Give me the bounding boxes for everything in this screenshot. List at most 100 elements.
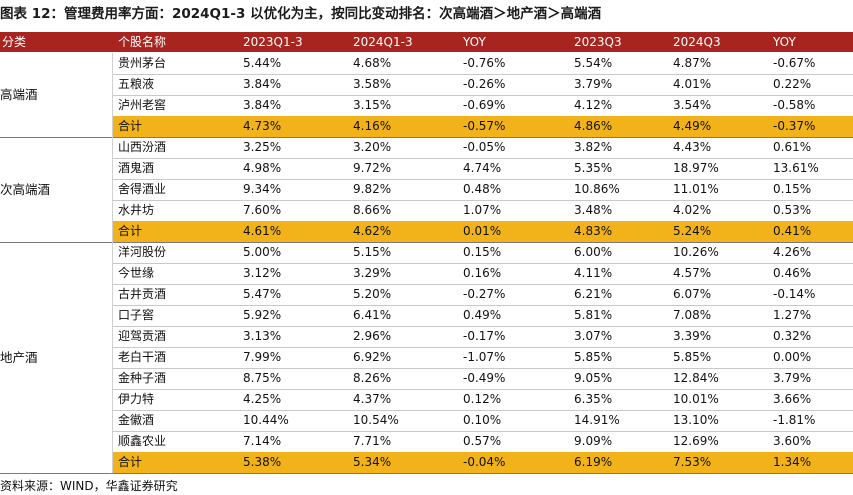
cell-val-2024q3: 11.01% [673, 182, 719, 196]
cell-yoy-q1-3: 4.74% [463, 161, 502, 175]
cell-yoy-q1-3: -0.26% [463, 77, 506, 91]
cell-yoy-q3: 0.61% [773, 140, 812, 154]
cell-yoy-q3: -1.81% [773, 413, 816, 427]
cell-stock-name: 口子窖 [118, 308, 155, 322]
cell-yoy-q3: -0.58% [773, 98, 816, 112]
cell-yoy-q3: -0.14% [773, 287, 816, 301]
total-val-2023q1-3: 4.61% [243, 224, 282, 238]
cell-yoy-q3: 3.79% [773, 371, 812, 385]
cell-val-2023q1-3: 3.13% [243, 329, 282, 343]
cell-yoy-q3: 4.26% [773, 245, 812, 259]
cell-stock-name: 洋河股份 [118, 245, 167, 259]
total-yoy-q3: 0.41% [773, 224, 812, 238]
cell-val-2024q1-3: 6.41% [353, 308, 392, 322]
cell-val-2023q1-3: 5.47% [243, 287, 282, 301]
category-label: 次高端酒 [0, 181, 51, 197]
cell-stock-name: 舍得酒业 [118, 182, 167, 196]
cell-val-2023q3: 6.21% [574, 287, 613, 301]
cell-val-2024q3: 4.02% [673, 203, 712, 217]
table-row: 古井贡酒 5.47% 5.20% -0.27% 6.21% 6.07% -0.14% [0, 284, 853, 305]
cell-val-2023q1-3: 5.92% [243, 308, 282, 322]
cell-val-2024q3: 3.39% [673, 329, 712, 343]
cell-yoy-q3: 0.00% [773, 350, 812, 364]
cell-val-2023q1-3: 3.25% [243, 140, 282, 154]
cell-val-2023q3: 3.79% [574, 77, 613, 91]
cell-val-2024q3: 4.01% [673, 77, 712, 91]
cell-val-2023q3: 5.81% [574, 308, 613, 322]
table-row: 酒鬼酒 4.98% 9.72% 4.74% 5.35% 18.97% 13.61% [0, 158, 853, 179]
cell-val-2024q1-3: 9.72% [353, 161, 392, 175]
cell-stock-name: 迎驾贡酒 [118, 329, 167, 343]
row-divider [112, 410, 853, 411]
cell-yoy-q1-3: -1.07% [463, 350, 506, 364]
figure-title: 图表 12：管理费用率方面：2024Q1-3 以优化为主，按同比变动排名：次高端… [0, 6, 602, 22]
cell-yoy-q3: 0.53% [773, 203, 812, 217]
cell-val-2024q1-3: 2.96% [353, 329, 392, 343]
cell-stock-name: 山西汾酒 [118, 140, 167, 154]
cell-yoy-q1-3: -0.49% [463, 371, 506, 385]
cell-val-2024q1-3: 3.58% [353, 77, 392, 91]
cell-val-2024q1-3: 3.15% [353, 98, 392, 112]
cell-val-2024q3: 18.97% [673, 161, 719, 175]
cell-yoy-q1-3: -0.05% [463, 140, 506, 154]
cell-yoy-q3: 1.27% [773, 308, 812, 322]
cell-yoy-q1-3: -0.17% [463, 329, 506, 343]
table-row: 洋河股份 5.00% 5.15% 0.15% 6.00% 10.26% 4.26% [0, 242, 853, 263]
total-yoy-q3: 1.34% [773, 455, 812, 469]
cell-val-2023q1-3: 3.84% [243, 77, 282, 91]
cell-stock-name: 金种子酒 [118, 371, 167, 385]
group-divider [0, 473, 853, 474]
table-row: 水井坊 7.60% 8.66% 1.07% 3.48% 4.02% 0.53% [0, 200, 853, 221]
cell-val-2024q1-3: 6.92% [353, 350, 392, 364]
cell-val-2024q3: 10.01% [673, 392, 719, 406]
cell-val-2023q1-3: 5.44% [243, 56, 282, 70]
table-row: 泸州老窖 3.84% 3.15% -0.69% 4.12% 3.54% -0.58% [0, 95, 853, 116]
total-yoy-q1-3: -0.04% [463, 455, 506, 469]
cell-val-2023q1-3: 4.98% [243, 161, 282, 175]
row-divider [112, 305, 853, 306]
cell-val-2024q3: 4.43% [673, 140, 712, 154]
table-row: 金徽酒 10.44% 10.54% 0.10% 14.91% 13.10% -1.81% [0, 410, 853, 431]
cell-val-2024q1-3: 8.26% [353, 371, 392, 385]
cell-val-2023q1-3: 4.25% [243, 392, 282, 406]
column-divider [112, 137, 113, 242]
cell-stock-name: 金徽酒 [118, 413, 155, 427]
total-row: 合计 4.61% 4.62% 0.01% 4.83% 5.24% 0.41% [0, 221, 853, 242]
cell-val-2024q3: 4.87% [673, 56, 712, 70]
cell-yoy-q1-3: 0.16% [463, 266, 502, 280]
cell-val-2023q3: 10.86% [574, 182, 620, 196]
header-2023q1-3: 2023Q1-3 [243, 35, 303, 49]
cell-val-2023q3: 6.00% [574, 245, 613, 259]
cell-stock-name: 泸州老窖 [118, 98, 167, 112]
header-yoy-q1-3: YOY [463, 35, 486, 49]
cell-val-2023q1-3: 7.14% [243, 434, 282, 448]
total-stock-name: 合计 [118, 119, 143, 133]
total-val-2024q3: 7.53% [673, 455, 712, 469]
cell-val-2023q3: 5.54% [574, 56, 613, 70]
cell-yoy-q1-3: 0.57% [463, 434, 502, 448]
cell-val-2024q3: 12.69% [673, 434, 719, 448]
cell-val-2023q3: 4.11% [574, 266, 613, 280]
row-divider [112, 326, 853, 327]
cell-val-2023q3: 4.12% [574, 98, 613, 112]
source-footnote: 资料来源：WIND，华鑫证券研究 [0, 479, 178, 493]
row-divider [112, 158, 853, 159]
cell-yoy-q3: 3.60% [773, 434, 812, 448]
cell-val-2023q3: 3.82% [574, 140, 613, 154]
cell-val-2023q3: 5.85% [574, 350, 613, 364]
total-val-2024q1-3: 4.62% [353, 224, 392, 238]
cell-yoy-q1-3: -0.27% [463, 287, 506, 301]
header-2024q1-3: 2024Q1-3 [353, 35, 413, 49]
cell-yoy-q1-3: 0.15% [463, 245, 502, 259]
cell-yoy-q3: 0.15% [773, 182, 812, 196]
table-row: 今世缘 3.12% 3.29% 0.16% 4.11% 4.57% 0.46% [0, 263, 853, 284]
cell-val-2023q3: 5.35% [574, 161, 613, 175]
row-divider [112, 368, 853, 369]
table-row: 顺鑫农业 7.14% 7.71% 0.57% 9.09% 12.69% 3.60% [0, 431, 853, 452]
row-divider [112, 263, 853, 264]
cell-val-2023q3: 6.35% [574, 392, 613, 406]
total-yoy-q3: -0.37% [773, 119, 816, 133]
cell-val-2023q3: 14.91% [574, 413, 620, 427]
cell-val-2023q3: 9.09% [574, 434, 613, 448]
total-stock-name: 合计 [118, 224, 143, 238]
